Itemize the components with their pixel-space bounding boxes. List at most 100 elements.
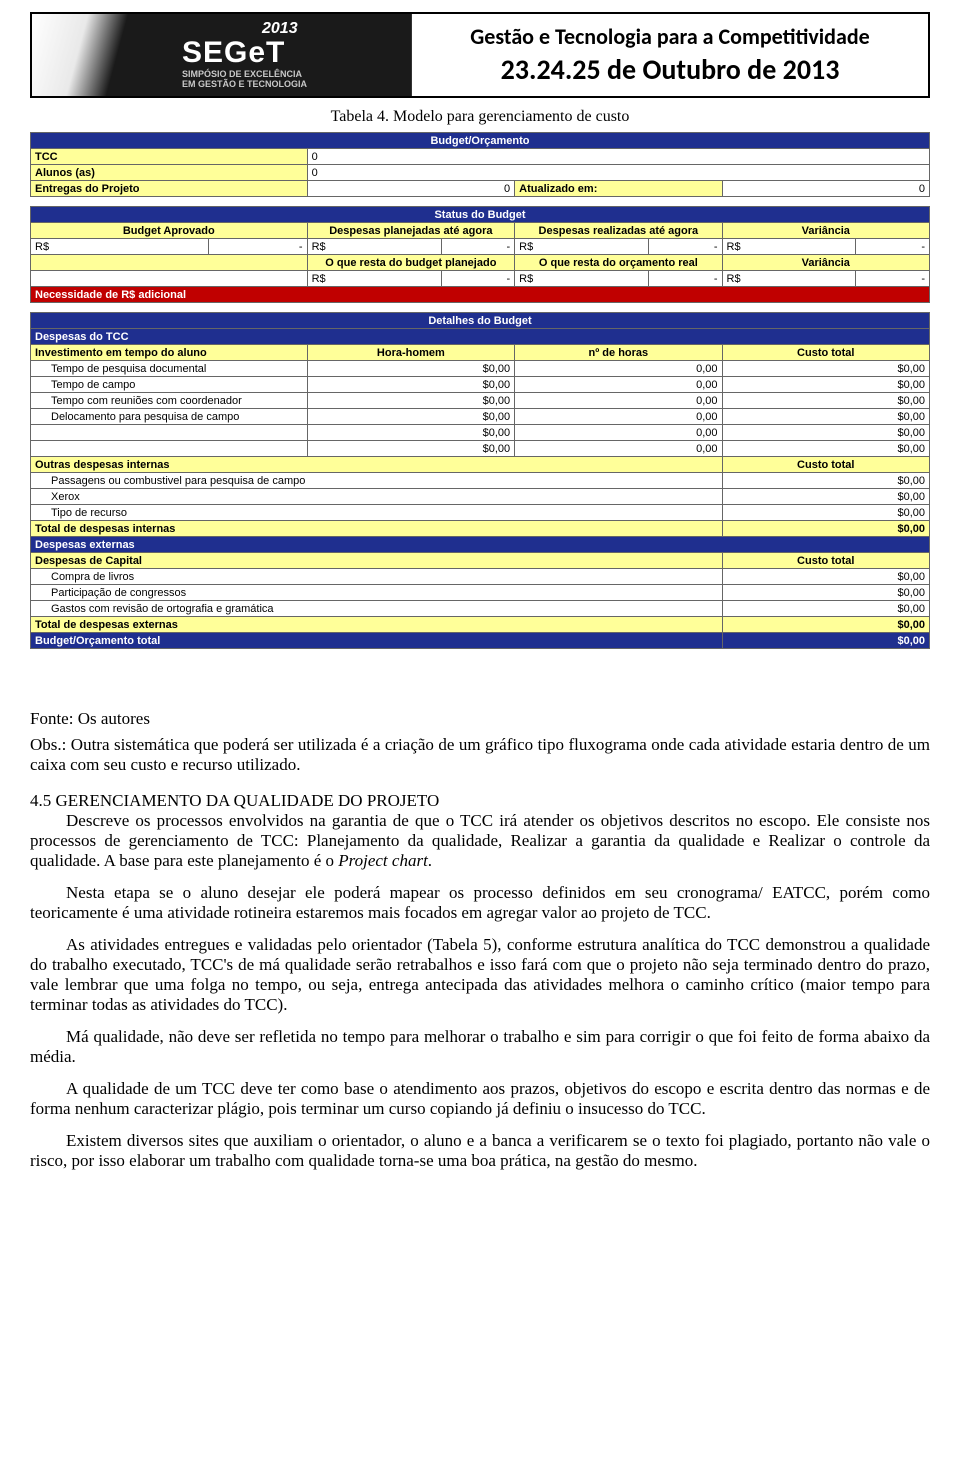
body-text: Obs.: Outra sistemática que poderá ser u…: [30, 735, 930, 1171]
banner-logo-area: 2013 SEGeT SIMPÓSIO DE EXCELÊNCIA EM GES…: [32, 14, 412, 96]
capital-row-custo: $0,00: [722, 569, 929, 585]
document-page: 2013 SEGeT SIMPÓSIO DE EXCELÊNCIA EM GES…: [0, 0, 960, 1213]
outras-row-label: Passagens ou combustivel para pesquisa d…: [31, 473, 723, 489]
meta-atualizado-val: 0: [722, 181, 929, 197]
paragraph-5: A qualidade de um TCC deve ter como base…: [30, 1079, 930, 1119]
hdr-variancia: Variância: [722, 223, 929, 239]
p1-part-a: Descreve os processos envolvidos na gara…: [30, 811, 930, 870]
capital-row-label: Participação de congressos: [31, 585, 723, 601]
inv-row-label: [31, 425, 308, 441]
capital-hdr-label: Despesas de Capital: [31, 553, 723, 569]
inv-row-label: Tempo de pesquisa documental: [31, 361, 308, 377]
inv-row-hora: $0,00: [307, 377, 515, 393]
inv-hdr-custo: Custo total: [722, 345, 929, 361]
banner-dates: 23.24.25 de Outubro de 2013: [501, 52, 840, 87]
outras-row-label: Xerox: [31, 489, 723, 505]
capital-row-custo: $0,00: [722, 601, 929, 617]
inv-row-hora: $0,00: [307, 425, 515, 441]
status-r2-c2p: R$: [307, 271, 441, 287]
outras-hdr-label: Outras despesas internas: [31, 457, 723, 473]
source-label: Fonte: Os autores: [30, 709, 930, 729]
inv-row-horas: 0,00: [515, 361, 722, 377]
detalhes-title-bar: Detalhes do Budget: [31, 313, 930, 329]
status-r1-c3p: R$: [515, 239, 649, 255]
p1-italic: Project chart: [338, 851, 428, 870]
banner-subtitle: SIMPÓSIO DE EXCELÊNCIA EM GESTÃO E TECNO…: [182, 70, 307, 90]
status-r2-c3v: -: [648, 271, 722, 287]
inv-row-custo: $0,00: [722, 377, 929, 393]
inv-row-horas: 0,00: [515, 441, 722, 457]
inv-row-custo: $0,00: [722, 425, 929, 441]
banner-text-area: Gestão e Tecnologia para a Competitivida…: [412, 14, 928, 96]
status-r1-c3v: -: [648, 239, 722, 255]
inv-hdr-hora: Hora-homem: [307, 345, 515, 361]
capital-row-custo: $0,00: [722, 585, 929, 601]
inv-row-label: Tempo com reuniões com coordenador: [31, 393, 308, 409]
hdr-resta-real: O que resta do orçamento real: [515, 255, 722, 271]
despesas-tcc-bar: Despesas do TCC: [31, 329, 930, 345]
budget-table: Budget/Orçamento TCC 0 Alunos (as) 0 Ent…: [30, 132, 930, 649]
paragraph-4: Má qualidade, não deve ser refletida no …: [30, 1027, 930, 1067]
inv-row-horas: 0,00: [515, 409, 722, 425]
total-budget-label: Budget/Orçamento total: [31, 633, 723, 649]
inv-row-horas: 0,00: [515, 425, 722, 441]
hdr-realizadas: Despesas realizadas até agora: [515, 223, 722, 239]
meta-atualizado-label: Atualizado em:: [515, 181, 722, 197]
outras-row-custo: $0,00: [722, 489, 929, 505]
inv-row-label: Tempo de campo: [31, 377, 308, 393]
meta-alunos-val: 0: [307, 165, 929, 181]
inv-row-horas: 0,00: [515, 393, 722, 409]
necessidade-bar: Necessidade de R$ adicional: [31, 287, 930, 303]
hdr-resta-plan: O que resta do budget planejado: [307, 255, 515, 271]
inv-row-hora: $0,00: [307, 393, 515, 409]
obs-paragraph: Obs.: Outra sistemática que poderá ser u…: [30, 735, 930, 775]
p1-part-b: .: [428, 851, 432, 870]
status-r1-c2p: R$: [307, 239, 441, 255]
hdr-aprovado: Budget Aprovado: [31, 223, 308, 239]
status-hdr2-blank: [31, 255, 308, 271]
externas-title-bar: Despesas externas: [31, 537, 930, 553]
outras-hdr-custo: Custo total: [722, 457, 929, 473]
meta-entregas-label: Entregas do Projeto: [31, 181, 308, 197]
status-r1-c1v: -: [209, 239, 307, 255]
capital-row-label: Gastos com revisão de ortografia e gramá…: [31, 601, 723, 617]
total-externas-val: $0,00: [722, 617, 929, 633]
status-r2-blank: [31, 271, 308, 287]
inv-row-hora: $0,00: [307, 441, 515, 457]
paragraph-3: As atividades entregues e validadas pelo…: [30, 935, 930, 1015]
paragraph-1: Descreve os processos envolvidos na gara…: [30, 811, 930, 871]
meta-tcc-label: TCC: [31, 149, 308, 165]
inv-row-horas: 0,00: [515, 377, 722, 393]
capital-row-label: Compra de livros: [31, 569, 723, 585]
banner-brand: SEGeT: [182, 36, 285, 70]
outras-row-custo: $0,00: [722, 505, 929, 521]
inv-row-label: [31, 441, 308, 457]
section-title: 4.5 GERENCIAMENTO DA QUALIDADE DO PROJET…: [30, 791, 930, 811]
status-r1-c4p: R$: [722, 239, 856, 255]
total-budget-val: $0,00: [722, 633, 929, 649]
inv-hdr-inv: Investimento em tempo do aluno: [31, 345, 308, 361]
inv-row-custo: $0,00: [722, 361, 929, 377]
status-r2-c2v: -: [441, 271, 515, 287]
inv-row-custo: $0,00: [722, 393, 929, 409]
capital-hdr-custo: Custo total: [722, 553, 929, 569]
inv-row-hora: $0,00: [307, 361, 515, 377]
status-title-bar: Status do Budget: [31, 207, 930, 223]
banner-title: Gestão e Tecnologia para a Competitivida…: [470, 23, 869, 50]
total-internas-label: Total de despesas internas: [31, 521, 723, 537]
outras-row-label: Tipo de recurso: [31, 505, 723, 521]
meta-alunos-label: Alunos (as): [31, 165, 308, 181]
status-r1-c1p: R$: [31, 239, 209, 255]
paragraph-2: Nesta etapa se o aluno desejar ele poder…: [30, 883, 930, 923]
outras-row-custo: $0,00: [722, 473, 929, 489]
table-caption: Tabela 4. Modelo para gerenciamento de c…: [30, 108, 930, 126]
banner-sub-line1: SIMPÓSIO DE EXCELÊNCIA: [182, 69, 302, 79]
hdr-planejadas: Despesas planejadas até agora: [307, 223, 515, 239]
status-r2-c4v: -: [856, 271, 930, 287]
paragraph-6: Existem diversos sites que auxiliam o or…: [30, 1131, 930, 1171]
inv-hdr-horas: nº de horas: [515, 345, 722, 361]
status-r2-c3p: R$: [515, 271, 649, 287]
status-r1-c2v: -: [441, 239, 515, 255]
total-internas-val: $0,00: [722, 521, 929, 537]
inv-row-hora: $0,00: [307, 409, 515, 425]
